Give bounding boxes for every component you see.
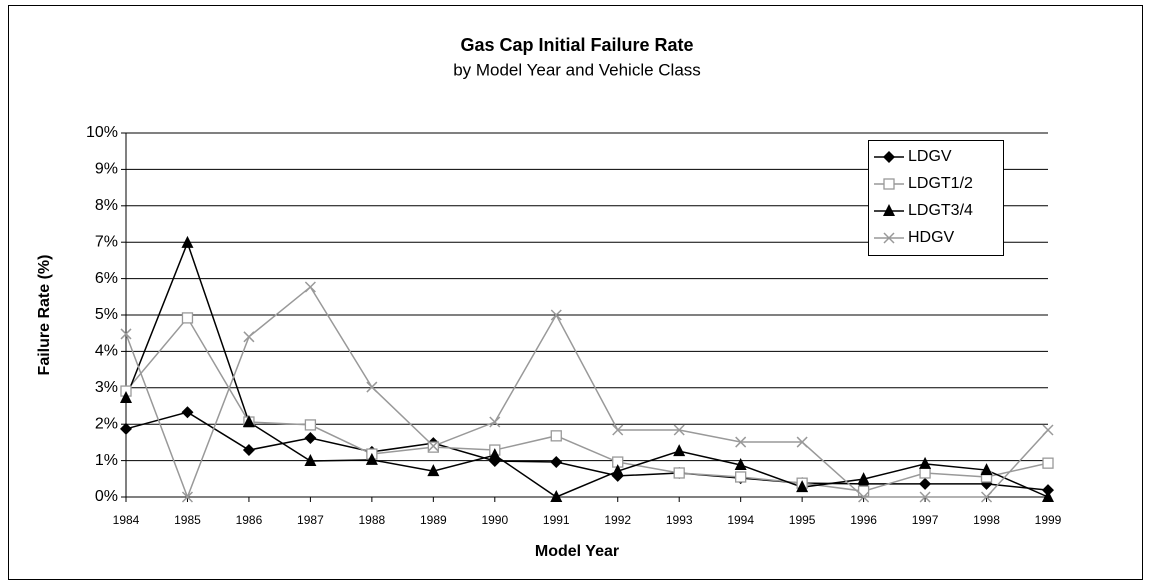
marker bbox=[883, 178, 895, 190]
marker bbox=[304, 453, 317, 466]
marker bbox=[242, 415, 255, 428]
marker bbox=[304, 281, 316, 293]
marker bbox=[796, 480, 809, 493]
x-tick-label: 1988 bbox=[359, 513, 386, 527]
marker bbox=[981, 491, 993, 503]
legend: LDGV LDGT1/2 LDGT3/4 HDGV bbox=[868, 140, 1004, 256]
x-tick-label: 1989 bbox=[420, 513, 447, 527]
marker bbox=[181, 235, 194, 248]
x-tick-label: 1993 bbox=[666, 513, 693, 527]
series-line bbox=[125, 316, 1049, 492]
marker bbox=[427, 464, 440, 477]
marker bbox=[858, 491, 870, 503]
x-tick-label: 1992 bbox=[604, 513, 631, 527]
marker bbox=[919, 467, 931, 479]
x-tick-label: 1984 bbox=[113, 513, 140, 527]
series-line bbox=[125, 240, 1049, 498]
x-axis-title: Model Year bbox=[535, 543, 619, 560]
x-tick-label: 1990 bbox=[481, 513, 508, 527]
marker bbox=[919, 456, 932, 469]
x-tick-label: 1998 bbox=[973, 513, 1000, 527]
marker bbox=[243, 331, 255, 343]
marker bbox=[919, 491, 931, 503]
x-tick-label: 1994 bbox=[727, 513, 754, 527]
legend-label: LDGT1/2 bbox=[908, 175, 973, 192]
marker bbox=[304, 432, 317, 445]
marker bbox=[181, 491, 193, 503]
marker bbox=[427, 441, 439, 453]
marker bbox=[427, 440, 439, 452]
marker bbox=[242, 444, 255, 457]
marker bbox=[734, 457, 747, 470]
marker bbox=[673, 444, 686, 457]
marker bbox=[857, 485, 870, 497]
marker bbox=[366, 381, 378, 393]
x-tick-label: 1999 bbox=[1035, 513, 1062, 527]
marker bbox=[735, 436, 747, 448]
chart-subtitle: by Model Year and Vehicle Class bbox=[453, 60, 701, 79]
marker bbox=[488, 448, 501, 461]
marker bbox=[181, 406, 194, 419]
y-tick-label: 0% bbox=[95, 488, 118, 505]
marker bbox=[919, 477, 932, 490]
y-tick-label: 6% bbox=[95, 270, 118, 287]
x-tick-label: 1991 bbox=[543, 513, 570, 527]
marker bbox=[883, 151, 895, 163]
marker bbox=[120, 328, 132, 340]
legend-label: HDGV bbox=[908, 229, 955, 246]
marker bbox=[673, 424, 685, 436]
marker bbox=[120, 390, 132, 403]
y-tick-label: 1% bbox=[95, 452, 118, 469]
marker bbox=[550, 456, 563, 469]
marker bbox=[1042, 490, 1054, 502]
marker bbox=[735, 471, 747, 483]
marker bbox=[796, 436, 808, 448]
y-tick-label: 10% bbox=[86, 124, 118, 141]
y-tick-label: 8% bbox=[95, 197, 118, 214]
series-line bbox=[125, 285, 1049, 500]
marker bbox=[550, 490, 563, 502]
marker bbox=[365, 452, 378, 465]
marker bbox=[980, 463, 993, 476]
y-tick-label: 2% bbox=[95, 415, 118, 432]
legend-label: LDGT3/4 bbox=[908, 202, 973, 219]
marker bbox=[1042, 457, 1054, 469]
marker bbox=[550, 309, 562, 321]
marker bbox=[611, 464, 624, 477]
x-tick-label: 1987 bbox=[297, 513, 324, 527]
y-axis-title: Failure Rate (%) bbox=[36, 255, 53, 376]
y-tick-label: 3% bbox=[95, 379, 118, 396]
marker bbox=[489, 416, 501, 428]
marker bbox=[883, 232, 895, 244]
chart-title: Gas Cap Initial Failure Rate bbox=[460, 35, 693, 55]
marker bbox=[673, 467, 685, 479]
marker bbox=[120, 422, 132, 435]
x-tick-label: 1986 bbox=[236, 513, 263, 527]
y-tick-label: 7% bbox=[95, 233, 118, 250]
x-tick-label: 1995 bbox=[789, 513, 816, 527]
y-tick-label: 9% bbox=[95, 161, 118, 178]
marker bbox=[1042, 424, 1054, 436]
marker bbox=[857, 472, 870, 485]
marker bbox=[612, 424, 624, 436]
marker bbox=[883, 204, 895, 216]
series-line bbox=[125, 411, 1049, 491]
marker bbox=[181, 312, 194, 324]
x-tick-label: 1996 bbox=[850, 513, 877, 527]
marker bbox=[550, 430, 562, 442]
x-tick-label: 1997 bbox=[912, 513, 939, 527]
marker bbox=[304, 419, 317, 431]
chart-border bbox=[8, 5, 1143, 580]
legend-label: LDGV bbox=[908, 148, 952, 165]
y-tick-label: 5% bbox=[95, 306, 118, 323]
x-tick-label: 1985 bbox=[174, 513, 201, 527]
y-tick-label: 4% bbox=[95, 343, 118, 360]
